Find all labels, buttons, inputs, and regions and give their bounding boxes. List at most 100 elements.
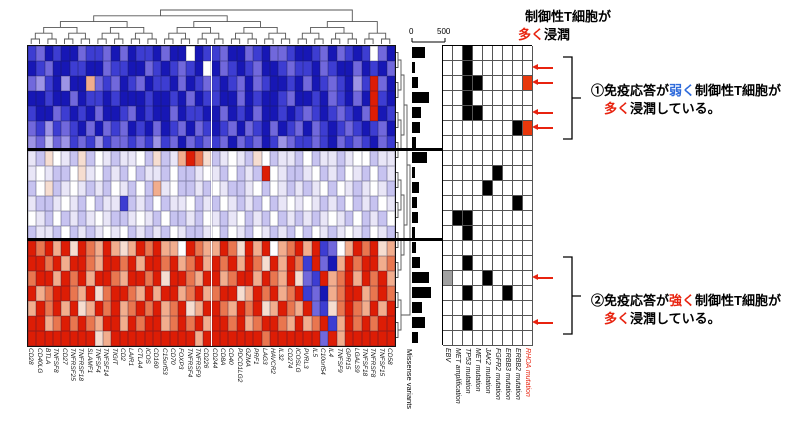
heatmap-cell <box>319 76 329 91</box>
matrix-cell <box>473 241 483 256</box>
heatmap-cell <box>369 181 379 196</box>
heatmap-cell <box>69 76 79 91</box>
heatmap-cell <box>244 286 254 301</box>
matrix-cell <box>473 196 483 211</box>
heatmap-cell <box>328 91 337 106</box>
heatmap-cell <box>386 301 395 316</box>
heatmap-cell <box>211 331 220 346</box>
heatmap-cell <box>261 121 270 136</box>
matrix-cell <box>483 271 493 286</box>
heatmap-cell <box>53 61 62 76</box>
gene-label: CD8A <box>219 348 226 366</box>
matrix-cell <box>453 61 463 76</box>
expression-heatmap <box>27 45 396 347</box>
matrix-cell <box>513 271 523 286</box>
left-arrow-icon <box>532 108 553 115</box>
heatmap-cell <box>169 211 179 226</box>
heatmap-cell <box>286 226 295 241</box>
heatmap-cell <box>178 166 187 181</box>
gene-label: CD40 <box>227 348 235 365</box>
matrix-cell <box>493 166 503 181</box>
heatmap-cell <box>144 166 154 181</box>
heatmap-cell <box>69 226 79 241</box>
heatmap-cell <box>103 316 112 331</box>
heatmap-cell <box>119 271 129 286</box>
heatmap-cell <box>103 151 112 166</box>
heatmap-cell <box>244 226 254 241</box>
heatmap-cell <box>128 196 137 211</box>
heatmap-cell <box>303 256 312 271</box>
heatmap-cell <box>69 316 79 331</box>
matrix-cell <box>513 136 523 151</box>
matrix-cell <box>453 331 463 346</box>
heatmap-cell <box>211 301 220 316</box>
heatmap-cell <box>111 136 120 151</box>
heatmap-cell <box>294 331 304 346</box>
heatmap-cell <box>219 271 229 286</box>
heatmap-cell <box>94 121 104 136</box>
heatmap-cell <box>36 211 45 226</box>
heatmap-cell <box>369 91 379 106</box>
heatmap-cell <box>186 286 195 301</box>
heatmap-cell <box>261 166 270 181</box>
heatmap-cell <box>28 61 37 76</box>
heatmap-cell <box>94 91 104 106</box>
matrix-cell <box>513 106 523 121</box>
heatmap-cell <box>353 136 362 151</box>
heatmap-cell <box>144 301 154 316</box>
matrix-cell <box>483 196 493 211</box>
heatmap-cell <box>203 91 212 106</box>
matrix-cell <box>483 166 493 181</box>
heatmap-cell <box>244 61 254 76</box>
heatmap-cell <box>303 151 312 166</box>
heatmap-cell <box>28 91 37 106</box>
heatmap-cell <box>119 256 129 271</box>
heatmap-cell <box>144 271 154 286</box>
row-dendrogram <box>395 52 411 338</box>
heatmap-cell <box>28 241 37 256</box>
gene-label: CD160 <box>152 348 160 369</box>
heatmap-cell <box>144 91 154 106</box>
heatmap-cell <box>286 316 295 331</box>
heatmap-cell <box>78 286 87 301</box>
matrix-cell <box>443 211 453 226</box>
heatmap-cell <box>344 166 354 181</box>
heatmap-cell <box>111 256 120 271</box>
heatmap-cell <box>28 76 37 91</box>
heatmap-cell <box>211 286 220 301</box>
heatmap-cell <box>378 211 387 226</box>
heatmap-cell <box>94 301 104 316</box>
heatmap-cell <box>319 121 329 136</box>
matrix-cell <box>463 46 473 61</box>
heatmap-cell <box>211 136 220 151</box>
heatmap-cell <box>236 91 245 106</box>
heatmap-cell <box>44 61 53 76</box>
matrix-cell <box>493 136 503 151</box>
heatmap-cell <box>161 271 170 286</box>
matrix-cell <box>463 286 473 301</box>
heatmap-cell <box>228 46 237 61</box>
heatmap-cell <box>344 76 354 91</box>
heatmap-cell <box>44 76 53 91</box>
heatmap-cell <box>353 211 362 226</box>
heatmap-cell <box>136 271 145 286</box>
heatmap-cell <box>236 106 245 121</box>
heatmap-cell <box>128 106 137 121</box>
heatmap-cell <box>319 151 329 166</box>
matrix-cell <box>493 46 503 61</box>
heatmap-cell <box>344 271 354 286</box>
heatmap-cell <box>203 46 212 61</box>
missense-bar <box>412 167 416 178</box>
heatmap-cell <box>28 316 37 331</box>
heatmap-cell <box>69 151 79 166</box>
heatmap-cell <box>336 286 345 301</box>
heatmap-cell <box>94 151 104 166</box>
heatmap-cell <box>353 181 362 196</box>
heatmap-cell <box>53 151 62 166</box>
heatmap-cell <box>169 106 179 121</box>
heatmap-cell <box>269 91 279 106</box>
heatmap-cell <box>244 241 254 256</box>
heatmap-cell <box>353 301 362 316</box>
matrix-cell <box>443 166 453 181</box>
heatmap-cell <box>169 46 179 61</box>
